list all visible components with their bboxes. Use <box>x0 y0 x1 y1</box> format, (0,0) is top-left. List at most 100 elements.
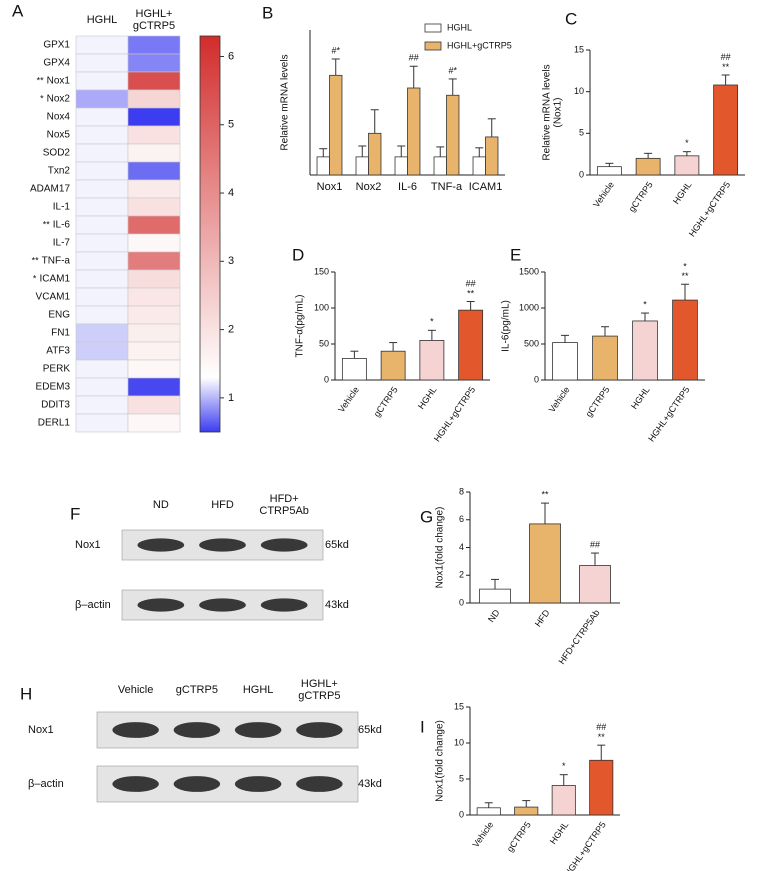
y-tick-label: 1000 <box>519 302 539 312</box>
colorbar-tick-label: 3 <box>228 255 234 267</box>
significance-label: * ** <box>681 262 689 282</box>
row-label: Nox5 <box>47 130 71 141</box>
bar <box>380 350 406 381</box>
lane-label: ND <box>153 499 169 511</box>
y-tick-label: 10 <box>454 737 464 747</box>
x-tick-label: IL-6 <box>398 181 417 193</box>
lane-label: gCTRP5 <box>176 684 218 696</box>
panel-letter: I <box>420 717 425 736</box>
band <box>296 776 343 792</box>
band <box>296 722 343 738</box>
y-tick-label: 5 <box>579 128 584 138</box>
heat-cell <box>127 323 181 343</box>
x-tick-label: ND <box>486 607 502 624</box>
x-tick-label: HGHL <box>416 385 439 411</box>
bar <box>674 155 700 176</box>
significance-mark: * <box>40 93 44 103</box>
lane-label: HFD+ CTRP5Ab <box>259 493 309 517</box>
row-label: Nox4 <box>47 112 71 123</box>
x-tick-label: Vehicle <box>336 385 361 415</box>
y-tick-label: 50 <box>319 338 329 348</box>
heat-cell <box>127 215 181 235</box>
heat-cell <box>75 413 129 433</box>
row-label: Nox2 <box>47 94 71 105</box>
bar <box>479 588 511 604</box>
significance-label: * <box>430 317 434 327</box>
heat-cell <box>75 323 129 343</box>
heat-cell <box>127 233 181 253</box>
heat-cell <box>127 107 181 127</box>
significance-mark: ** <box>37 75 45 85</box>
y-axis-label: Relative mRNA levels(Nox1) <box>541 64 563 160</box>
colorbar-tick-label: 1 <box>228 392 234 404</box>
x-tick-label: HGHL <box>671 180 694 206</box>
x-tick-label: gCTRP5 <box>584 385 612 419</box>
row-label: β–actin <box>28 778 64 790</box>
row-label: Txn2 <box>48 166 71 177</box>
bar <box>316 156 330 176</box>
band <box>234 776 282 792</box>
row-label: ICAM1 <box>39 274 70 285</box>
x-tick-label: HGHL+gCTRP5 <box>432 385 477 444</box>
bar <box>394 156 408 176</box>
heat-cell <box>127 35 181 55</box>
panel-letter: H <box>20 684 32 703</box>
y-tick-label: 0 <box>459 809 464 819</box>
heat-cell <box>127 395 181 415</box>
y-tick-label: 0 <box>579 169 584 179</box>
x-tick-label: Nox1 <box>317 181 343 193</box>
colorbar-tick-label: 6 <box>228 50 234 62</box>
bar <box>433 156 447 176</box>
x-tick-label: HGHL+gCTRP5 <box>687 180 732 239</box>
significance-mark: * <box>33 273 37 283</box>
panel-letter: D <box>292 245 304 264</box>
bar <box>672 299 698 381</box>
y-tick-label: 5 <box>459 773 464 783</box>
y-tick-label: 2 <box>459 570 464 580</box>
heat-cell <box>75 89 129 109</box>
y-axis-label: IL-6(pg/mL) <box>501 300 512 352</box>
row-label: Nox1 <box>75 539 101 551</box>
size-label: 43kd <box>325 599 349 611</box>
heat-cell <box>75 107 129 127</box>
size-label: 65kd <box>358 724 382 736</box>
band <box>112 776 159 792</box>
heat-cell <box>75 377 129 397</box>
significance-label: ## <box>409 53 419 63</box>
significance-label: #* <box>448 65 457 75</box>
row-label: GPX1 <box>43 40 70 51</box>
colorbar-tick-label: 2 <box>228 323 234 335</box>
significance-label: #* <box>331 45 340 55</box>
x-tick-label: gCTRP5 <box>372 385 400 419</box>
heat-cell <box>75 53 129 73</box>
significance-mark: ** <box>43 219 51 229</box>
panel-letter: B <box>262 3 273 22</box>
column-label: HGHL+ gCTRP5 <box>133 8 175 32</box>
bar <box>592 335 618 381</box>
y-tick-label: 0 <box>459 597 464 607</box>
x-tick-label: ICAM1 <box>469 181 503 193</box>
heat-cell <box>75 305 129 325</box>
bar <box>485 136 499 176</box>
y-tick-label: 1500 <box>519 266 539 276</box>
row-label: IL-7 <box>53 238 71 249</box>
heat-cell <box>127 413 181 433</box>
bar <box>589 759 614 816</box>
panel-letter: F <box>70 504 80 523</box>
heat-cell <box>75 179 129 199</box>
heat-cell <box>75 71 129 91</box>
panel-letter: A <box>12 1 24 20</box>
panel-letter: E <box>510 245 521 264</box>
legend-label: HGHL+gCTRP5 <box>447 40 512 50</box>
heat-cell <box>127 377 181 397</box>
x-tick-label: gCTRP5 <box>505 820 533 854</box>
row-label: β–actin <box>75 599 111 611</box>
bar <box>472 156 486 176</box>
significance-label: * <box>685 138 689 148</box>
heat-cell <box>75 269 129 289</box>
heat-cell <box>127 89 181 109</box>
bar <box>355 156 369 176</box>
y-tick-label: 100 <box>314 302 329 312</box>
y-axis-label: Nox1(fold change) <box>435 720 446 802</box>
